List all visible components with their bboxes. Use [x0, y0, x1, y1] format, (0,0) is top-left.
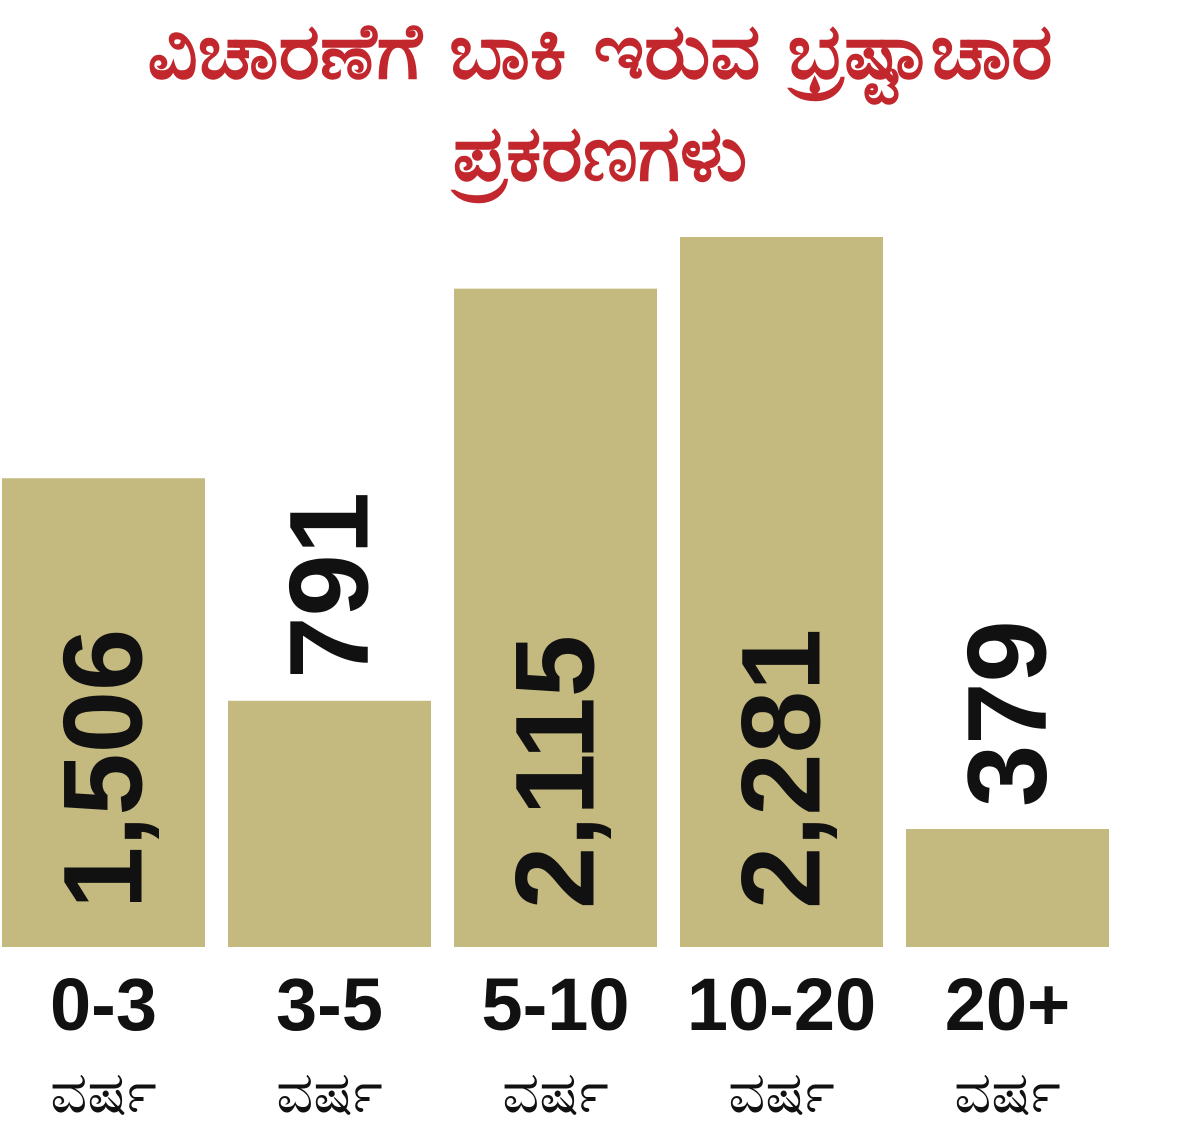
value-label-3-5: 791	[267, 492, 392, 679]
category-unit-label: ವರ್ಷ	[502, 1058, 609, 1126]
category-unit-label: ವರ್ಷ	[728, 1058, 835, 1126]
value-label-5-10: 2,115	[493, 635, 618, 909]
category-unit-label: ವರ್ಷ	[276, 1058, 383, 1126]
bar-5-10	[454, 288, 657, 948]
bar-20+	[906, 829, 1109, 947]
category-label-3-5: 3-5	[276, 963, 383, 1046]
value-label-0-3: 1,506	[41, 629, 166, 909]
category-label-5-10: 5-10	[481, 963, 629, 1046]
value-label-10-20: 2,281	[719, 629, 844, 909]
chart-title-line-1: ವಿಚಾರಣೆಗೆ ಬಾಕಿ ಇರುವ ಭ್ರಷ್ಟಾಚಾರ	[147, 7, 1053, 97]
bar-3-5	[228, 700, 431, 947]
category-label-0-3: 0-3	[50, 963, 157, 1046]
category-label-20+: 20+	[945, 963, 1071, 1046]
bar-10-20	[680, 237, 883, 947]
category-unit-label: ವರ್ಷ	[954, 1058, 1061, 1126]
category-label-10-20: 10-20	[687, 963, 876, 1046]
chart-title-line-2: ಪ್ರಕರಣಗಳು	[452, 109, 748, 199]
category-unit-label: ವರ್ಷ	[50, 1058, 157, 1126]
bar-0-3	[2, 478, 205, 947]
value-label-20+: 379	[945, 620, 1070, 807]
